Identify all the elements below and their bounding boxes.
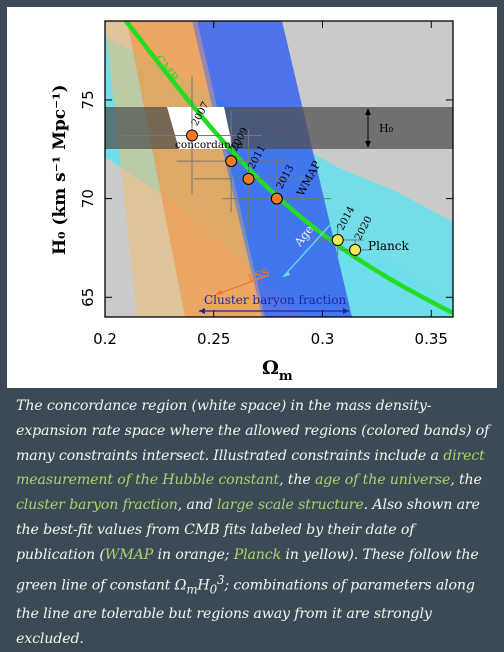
y-tick-label: 65 <box>79 288 97 307</box>
caption-sub: 0 <box>209 582 218 597</box>
cluster-arrow-right <box>343 308 349 314</box>
cmb-point-2007 <box>186 129 198 142</box>
caption-text: . Also shown are the best-fit values fro… <box>16 497 480 563</box>
link-hubble-constant[interactable]: direct measurement of the Hubble constan… <box>16 447 485 489</box>
h0-band <box>105 107 453 149</box>
caption-text: , the <box>279 472 315 489</box>
caption-text: in yellow). These follow the green line … <box>16 546 479 594</box>
y-tick-label: 75 <box>79 90 97 109</box>
cmb-point-2013 <box>270 192 283 205</box>
cluster-label: Cluster baryon fraction <box>204 293 346 307</box>
x-tick-label: 0.2 <box>93 330 117 348</box>
x-tick-label: 0.3 <box>311 330 335 348</box>
x-tick-label: 0.35 <box>415 330 448 348</box>
plot-frame <box>104 20 454 318</box>
x-axis-ticks: 0.2 0.25 0.3 0.35 <box>93 21 448 348</box>
link-age-universe[interactable]: age of the universe <box>314 472 451 489</box>
age-arrow <box>282 224 331 278</box>
caption-sup: 3 <box>217 572 225 587</box>
link-planck[interactable]: Planck <box>233 546 282 563</box>
figure-panel: 2007 2009 2011 2013 2014 2020 0.2 0.25 0.3 0.35 … <box>7 7 497 388</box>
y-axis-ticks: 65 70 75 <box>79 90 453 307</box>
overlap-band <box>192 21 265 317</box>
lss-arrow <box>214 274 270 296</box>
lss-arrow-head <box>215 290 223 295</box>
x-axis-title: Ωm <box>262 357 293 384</box>
h0-arrow-top <box>365 108 371 115</box>
link-cluster-baryon[interactable]: cluster baryon fraction <box>16 497 178 514</box>
x-tick-label: 0.25 <box>197 330 230 348</box>
cmb-point-2009 <box>225 155 238 168</box>
figure-caption: The concordance region (white space) in … <box>16 394 492 652</box>
link-large-scale-structure[interactable]: large scale structure <box>217 497 364 514</box>
lss-band <box>127 21 262 317</box>
caption-text: , the <box>450 472 482 489</box>
h0-arrow-bottom <box>365 141 371 148</box>
planck-label: Planck <box>368 239 410 253</box>
caption-sub: m <box>186 582 198 597</box>
lss-band-light <box>105 21 185 317</box>
cmb-point-2011 <box>242 172 255 185</box>
caption-text: The concordance region (white space) in … <box>16 398 490 464</box>
cmb-point-2020 <box>349 243 362 256</box>
y-axis-title: H₀ (km s⁻¹ Mpc⁻¹) <box>50 84 70 255</box>
cmb-curve <box>123 21 453 316</box>
concordance-region <box>167 107 233 149</box>
age-arrow-head <box>283 271 290 277</box>
cluster-arrow-left <box>199 308 205 314</box>
cmb-point-2014 <box>331 234 344 247</box>
concordance-label: concordance <box>175 139 243 151</box>
caption-text: in orange; <box>153 546 234 563</box>
caption-text: H <box>197 577 210 594</box>
link-wmap[interactable]: WMAP <box>104 546 154 563</box>
h0-band-label: H₀ <box>379 122 394 135</box>
caption-text: , and <box>177 497 218 514</box>
y-tick-label: 70 <box>79 189 97 208</box>
